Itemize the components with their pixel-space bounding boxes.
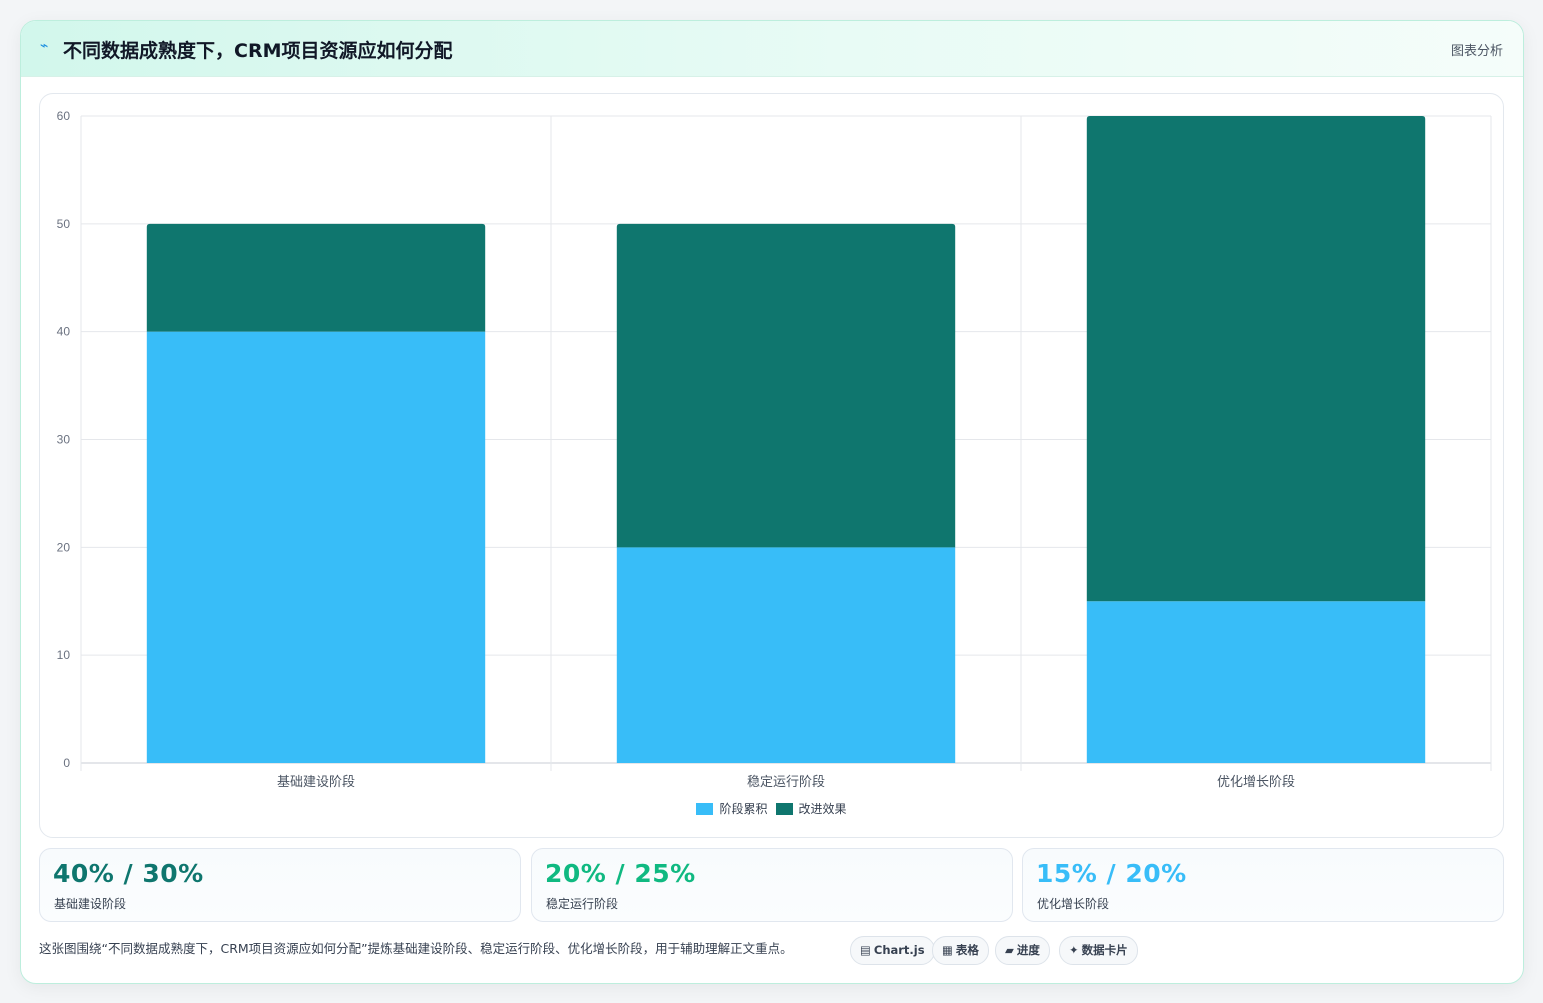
x-tick-label: 优化增长阶段 xyxy=(1217,775,1295,790)
pill-progress[interactable]: ▰ 进度 xyxy=(995,936,1050,965)
y-tick-label: 0 xyxy=(63,756,70,770)
chart-card: ⌁ 不同数据成熟度下，CRM项目资源应如何分配 图表分析 0 10 20 30 40 50… xyxy=(20,20,1524,984)
bar-segment-cumulative xyxy=(616,547,956,763)
card-header: ⌁ 不同数据成熟度下，CRM项目资源应如何分配 图表分析 xyxy=(21,21,1523,77)
pill-label: 表格 xyxy=(955,943,979,957)
stacked-bar-chart: 0 10 20 30 40 50 60 基础建设阶段 稳定运行阶段 优化增长阶段 xyxy=(57,109,1492,790)
stat-card-stable: 20% / 25% 稳定运行阶段 xyxy=(531,848,1013,922)
bar-segment-cumulative xyxy=(1086,601,1426,763)
legend-item[interactable]: 阶段累积 xyxy=(696,800,768,817)
pill-chartjs[interactable]: ▤ Chart.js xyxy=(850,936,935,965)
legend-item[interactable]: 改进效果 xyxy=(775,800,847,817)
chart-analysis-tag[interactable]: 图表分析 xyxy=(1450,43,1503,58)
chart-legend: 阶段累积 改进效果 xyxy=(40,800,1503,817)
y-tick-label: 60 xyxy=(57,109,71,123)
legend-label: 改进效果 xyxy=(798,802,847,816)
legend-swatch xyxy=(775,803,793,815)
stat-value: 15% / 20% xyxy=(1036,859,1187,888)
bar-segment-improvement xyxy=(146,223,486,332)
stat-label: 稳定运行阶段 xyxy=(546,897,619,911)
stat-card-foundation: 40% / 30% 基础建设阶段 xyxy=(39,848,521,922)
pill-label: 进度 xyxy=(1016,943,1040,957)
legend-label: 阶段累积 xyxy=(719,802,768,816)
stat-label: 优化增长阶段 xyxy=(1037,897,1110,911)
y-tick-label: 10 xyxy=(57,648,71,662)
bar-segment-improvement xyxy=(616,223,956,548)
y-tick-label: 20 xyxy=(57,540,71,554)
y-tick-label: 50 xyxy=(57,217,71,231)
pill-label: Chart.js xyxy=(873,943,925,957)
x-tick-label: 稳定运行阶段 xyxy=(747,774,825,790)
bar-segment-improvement xyxy=(1086,116,1426,602)
table-icon: ▦ xyxy=(942,943,953,957)
x-tick-label: 基础建设阶段 xyxy=(277,775,355,790)
footer-note: 这张图围绕“不同数据成熟度下，CRM项目资源应如何分配”提炼基础建设阶段、稳定运… xyxy=(39,941,793,956)
y-tick-label: 30 xyxy=(57,433,71,447)
chart-area: 0 10 20 30 40 50 60 基础建设阶段 稳定运行阶段 优化增长阶段 阶段累积 改进效果 xyxy=(39,93,1504,838)
bar-segment-cumulative xyxy=(146,331,486,763)
stat-value: 40% / 30% xyxy=(53,859,204,888)
pill-table[interactable]: ▦ 表格 xyxy=(932,936,989,965)
stat-card-growth: 15% / 20% 优化增长阶段 xyxy=(1022,848,1504,922)
chart-title: 不同数据成熟度下，CRM项目资源应如何分配 xyxy=(63,40,453,62)
y-tick-label: 40 xyxy=(57,325,71,339)
bolt-icon: ⌁ xyxy=(40,38,49,54)
stat-value: 20% / 25% xyxy=(545,859,696,888)
progress-icon: ▰ xyxy=(1005,943,1014,957)
chart-icon: ▤ xyxy=(860,943,871,957)
legend-swatch xyxy=(696,803,714,815)
stat-label: 基础建设阶段 xyxy=(54,897,127,911)
pill-label: 数据卡片 xyxy=(1081,943,1128,957)
pill-data-cards[interactable]: ✦ 数据卡片 xyxy=(1059,936,1138,965)
sparkle-icon: ✦ xyxy=(1069,943,1079,957)
